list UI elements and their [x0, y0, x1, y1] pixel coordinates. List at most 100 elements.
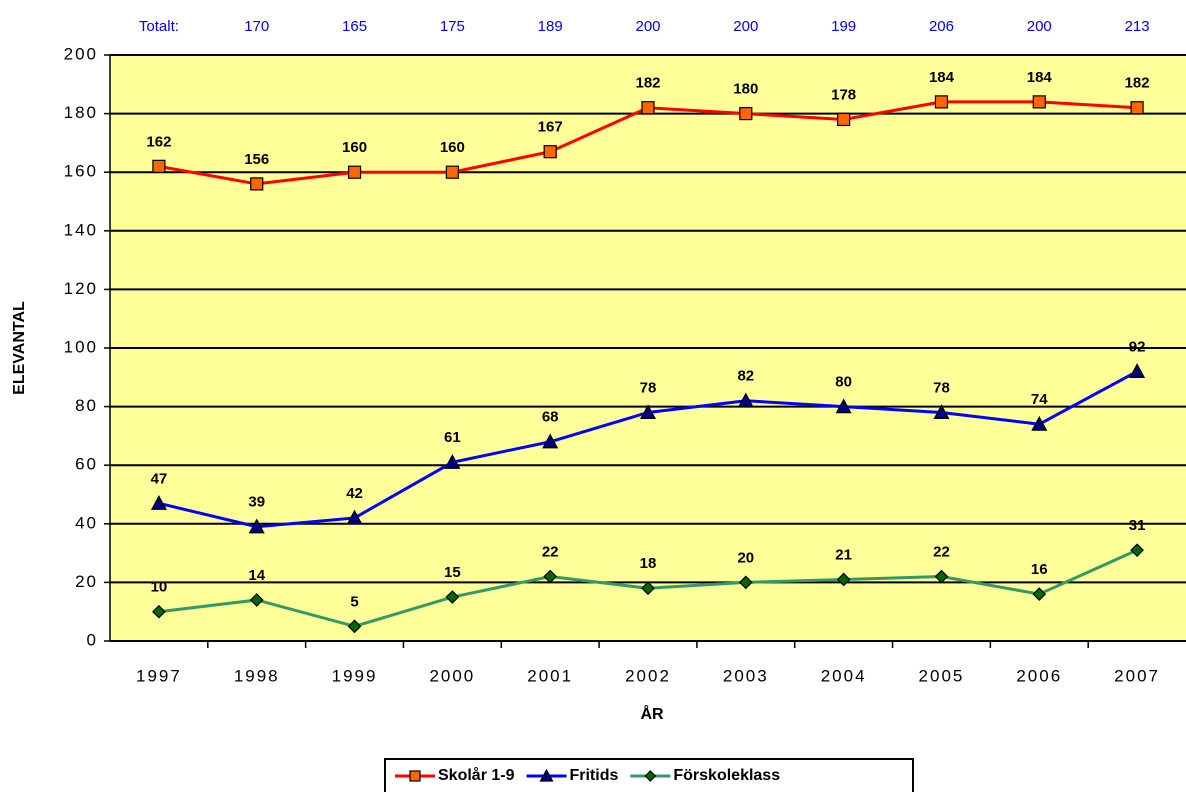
data-label: 47: [151, 470, 168, 487]
y-tick-label: 0: [87, 630, 98, 649]
data-label: 20: [737, 549, 754, 566]
y-tick-label: 180: [64, 103, 98, 122]
total-value: 170: [244, 18, 269, 35]
data-label: 18: [640, 555, 657, 572]
data-label: 82: [737, 368, 754, 385]
data-label: 39: [248, 494, 265, 511]
total-value: 200: [733, 18, 758, 35]
data-point: [739, 106, 753, 121]
x-tick-label: 1998: [234, 666, 280, 685]
y-tick-label: 40: [75, 513, 98, 532]
data-label: 92: [1129, 338, 1146, 355]
y-tick-label: 160: [64, 162, 98, 181]
data-label: 180: [733, 81, 758, 98]
x-axis-title: ÅR: [640, 704, 664, 723]
legend-label: Fritids: [569, 767, 618, 784]
data-point: [835, 398, 852, 414]
x-tick-label: 1999: [332, 666, 378, 685]
legend-label: Skolår 1-9: [438, 766, 515, 784]
x-tick-label: 2000: [429, 666, 475, 685]
data-point: [641, 101, 655, 115]
legend-marker: [539, 768, 554, 782]
data-label: 42: [346, 485, 363, 502]
x-tick-label: 2004: [821, 666, 867, 685]
x-tick-label: 2006: [1016, 666, 1062, 685]
data-point: [152, 604, 166, 619]
data-label: 160: [440, 139, 465, 156]
data-point: [737, 392, 754, 408]
data-point: [543, 569, 558, 584]
y-tick-label: 60: [75, 455, 98, 474]
data-point: [542, 433, 559, 449]
x-tick-label: 2007: [1114, 666, 1160, 685]
data-label: 14: [248, 567, 265, 584]
legend-marker: [644, 770, 657, 782]
data-point: [639, 404, 657, 420]
data-point: [347, 619, 362, 634]
data-label: 78: [933, 379, 950, 396]
data-point: [543, 145, 557, 159]
data-label: 178: [831, 86, 856, 103]
y-tick-label: 140: [64, 220, 98, 239]
total-value: 200: [635, 18, 660, 35]
data-point: [1130, 543, 1144, 558]
legend-label: Förskoleklass: [673, 767, 780, 784]
data-point: [445, 165, 459, 179]
legend-marker: [409, 770, 421, 782]
data-label: 10: [151, 579, 168, 596]
y-tick-label: 20: [75, 572, 98, 591]
total-value: 200: [1027, 18, 1052, 35]
data-point: [934, 569, 949, 584]
data-label: 184: [1027, 69, 1053, 86]
data-point: [738, 575, 753, 590]
data-point: [249, 593, 264, 607]
data-label: 182: [635, 75, 660, 92]
data-point: [1129, 363, 1146, 379]
data-label: 16: [1031, 561, 1048, 578]
data-label: 22: [933, 544, 950, 561]
data-point: [346, 509, 363, 525]
data-label: 162: [146, 133, 171, 150]
data-point: [934, 95, 949, 109]
y-tick-label: 200: [64, 44, 98, 63]
data-point: [836, 572, 851, 587]
data-label: 31: [1129, 517, 1146, 534]
total-value: 206: [929, 18, 954, 35]
data-point: [641, 581, 655, 596]
data-label: 160: [342, 139, 367, 156]
data-point: [1032, 95, 1046, 109]
y-tick-label: 120: [64, 279, 98, 298]
data-point: [1032, 587, 1047, 601]
x-tick-label: 2002: [625, 666, 671, 685]
y-tick-label: 80: [75, 396, 98, 415]
x-tick-label: 2003: [723, 666, 769, 685]
data-point: [152, 159, 166, 173]
total-value: 189: [538, 18, 563, 35]
y-axis-title: ELEVANTAL: [11, 301, 28, 395]
data-point: [445, 590, 460, 604]
totals-label: Totalt:: [139, 18, 179, 35]
data-point: [1130, 101, 1144, 115]
data-label: 182: [1125, 75, 1150, 92]
data-label: 15: [444, 564, 461, 581]
total-value: 213: [1125, 18, 1150, 35]
data-point: [150, 495, 167, 510]
legend: Skolår 1-9 Fritids Förskoleklass: [384, 758, 914, 792]
data-label: 22: [542, 544, 559, 561]
data-label: 5: [350, 593, 358, 610]
data-label: 68: [542, 409, 559, 426]
data-point: [248, 518, 265, 534]
data-point: [837, 112, 851, 127]
data-point: [444, 454, 461, 469]
data-label: 21: [835, 546, 852, 563]
x-tick-label: 2001: [527, 666, 573, 685]
data-label: 167: [538, 119, 563, 136]
data-point: [1031, 415, 1048, 431]
data-point: [933, 404, 950, 420]
x-tick-label: 1997: [136, 666, 182, 685]
y-tick-label: 100: [64, 337, 98, 356]
data-label: 74: [1031, 391, 1048, 408]
total-value: 199: [831, 18, 856, 35]
x-tick-label: 2005: [919, 666, 965, 685]
